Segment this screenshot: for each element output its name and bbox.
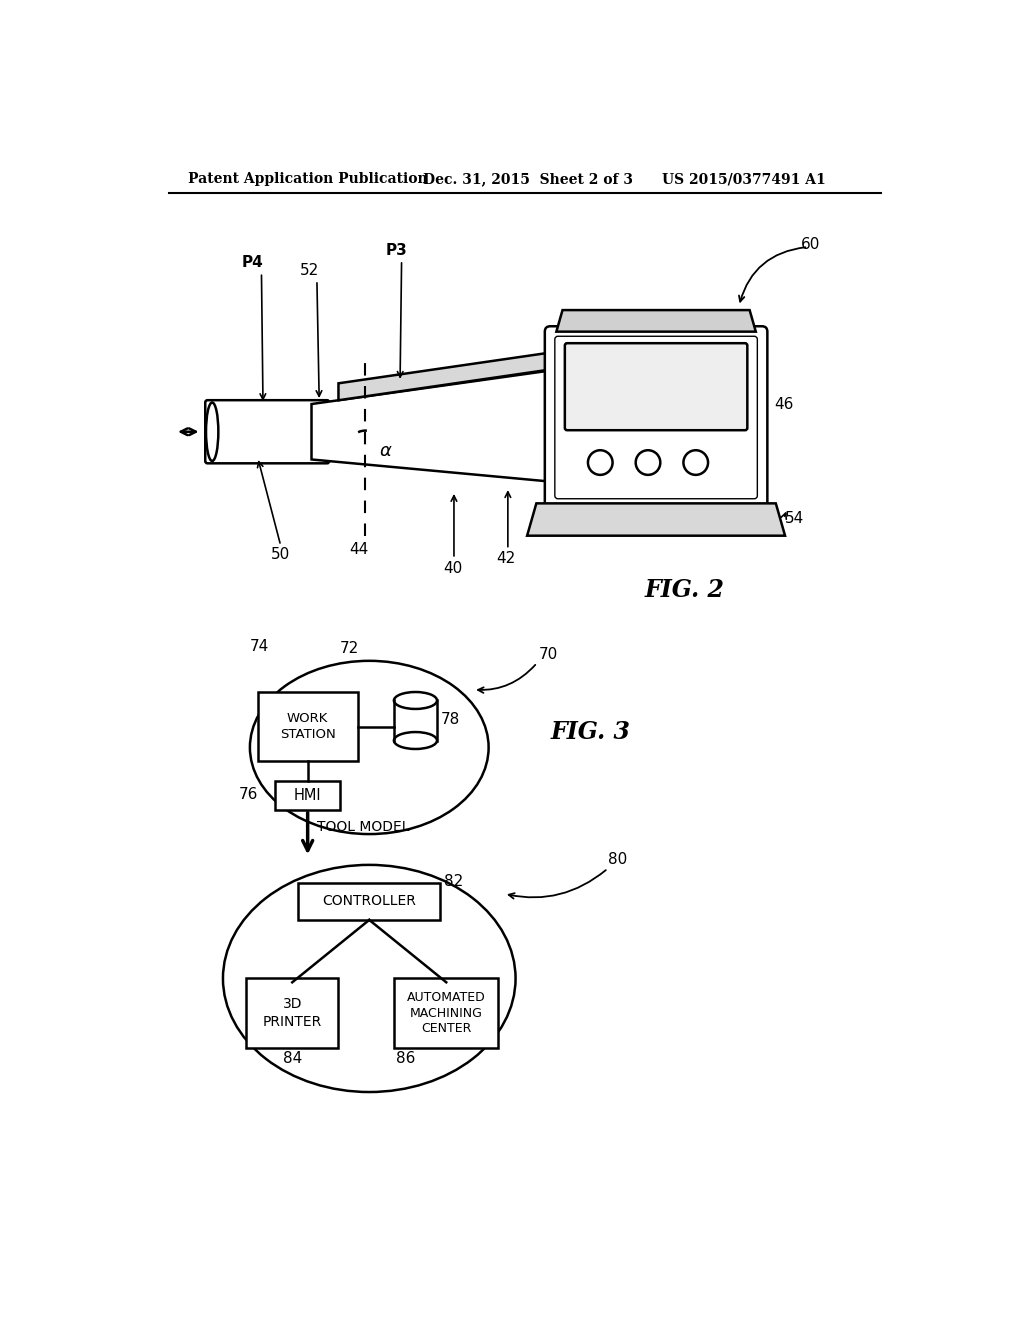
Bar xyxy=(394,978,499,1048)
Text: Dec. 31, 2015  Sheet 2 of 3: Dec. 31, 2015 Sheet 2 of 3 xyxy=(423,172,633,186)
Polygon shape xyxy=(527,503,785,536)
Text: 46: 46 xyxy=(774,397,794,412)
Ellipse shape xyxy=(206,403,218,461)
Text: 80: 80 xyxy=(608,853,628,867)
Ellipse shape xyxy=(223,865,515,1092)
Text: 52: 52 xyxy=(300,263,318,277)
Text: Patent Application Publication: Patent Application Publication xyxy=(188,172,428,186)
Text: P3: P3 xyxy=(385,243,408,259)
Polygon shape xyxy=(311,368,569,483)
Text: AUTOMATED: AUTOMATED xyxy=(407,991,485,1005)
Bar xyxy=(258,692,357,762)
Text: CENTER: CENTER xyxy=(421,1022,471,1035)
Text: 60: 60 xyxy=(801,238,820,252)
Text: 40: 40 xyxy=(442,561,462,576)
Bar xyxy=(246,978,339,1048)
Polygon shape xyxy=(556,310,756,331)
Text: 70: 70 xyxy=(539,647,558,661)
Text: US 2015/0377491 A1: US 2015/0377491 A1 xyxy=(662,172,825,186)
Ellipse shape xyxy=(394,733,437,748)
Text: 50: 50 xyxy=(271,548,291,562)
Text: FIG. 2: FIG. 2 xyxy=(645,578,725,602)
Text: FIG. 3: FIG. 3 xyxy=(550,719,630,744)
Text: 72: 72 xyxy=(340,640,359,656)
Text: TOOL MODEL: TOOL MODEL xyxy=(316,820,410,834)
FancyBboxPatch shape xyxy=(545,326,767,508)
FancyBboxPatch shape xyxy=(555,337,758,499)
Text: 84: 84 xyxy=(283,1051,302,1067)
Text: $\alpha$: $\alpha$ xyxy=(379,442,393,459)
Text: 54: 54 xyxy=(785,511,804,527)
Text: MACHINING: MACHINING xyxy=(410,1007,482,1019)
FancyBboxPatch shape xyxy=(205,400,330,463)
Text: PRINTER: PRINTER xyxy=(262,1015,322,1030)
Text: CONTROLLER: CONTROLLER xyxy=(323,895,416,908)
Text: HMI: HMI xyxy=(294,788,322,803)
Text: 82: 82 xyxy=(444,874,464,890)
Text: 86: 86 xyxy=(396,1051,416,1067)
Bar xyxy=(274,780,340,810)
Polygon shape xyxy=(339,351,562,400)
Text: 44: 44 xyxy=(349,543,369,557)
Text: WORK: WORK xyxy=(287,713,329,726)
Ellipse shape xyxy=(250,661,488,834)
Circle shape xyxy=(588,450,612,475)
Circle shape xyxy=(636,450,660,475)
Text: 42: 42 xyxy=(496,552,515,566)
Text: STATION: STATION xyxy=(280,727,336,741)
Text: 78: 78 xyxy=(441,713,460,727)
FancyBboxPatch shape xyxy=(565,343,748,430)
Text: 3D: 3D xyxy=(283,997,302,1011)
Text: 74: 74 xyxy=(250,639,269,655)
Text: 76: 76 xyxy=(239,787,258,803)
Text: P4: P4 xyxy=(242,255,263,269)
Bar xyxy=(298,883,440,920)
Ellipse shape xyxy=(394,692,437,709)
Circle shape xyxy=(683,450,708,475)
